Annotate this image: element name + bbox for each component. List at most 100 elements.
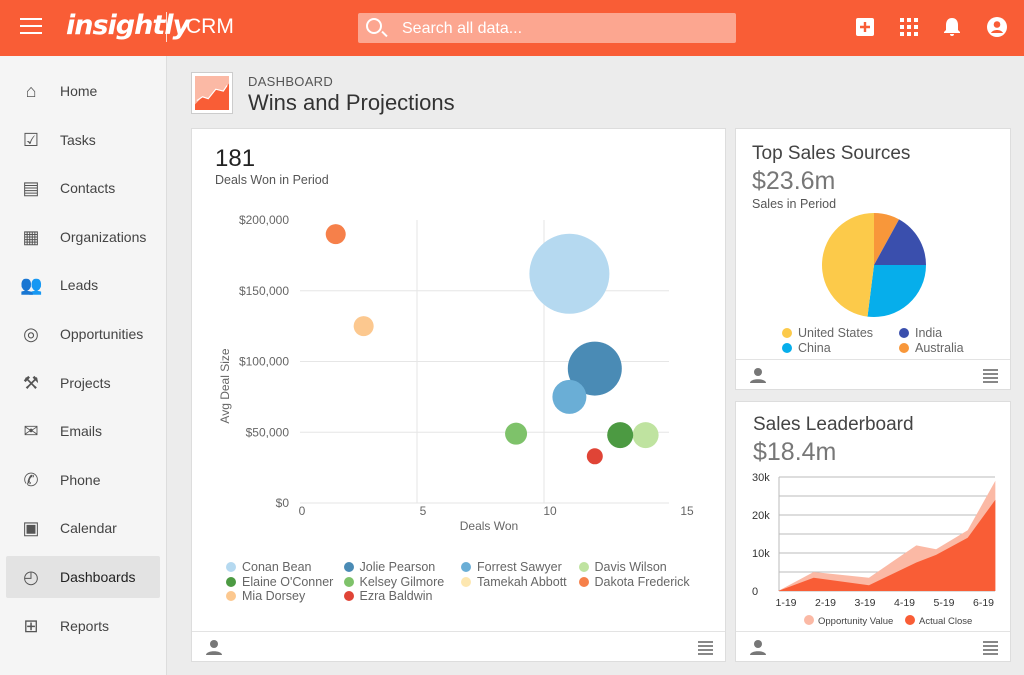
legend-item[interactable]: Kelsey Gilmore <box>343 575 444 589</box>
legend-swatch <box>343 562 354 572</box>
bubble-kelsey-gilmore <box>505 422 528 445</box>
add-icon[interactable] <box>855 17 875 37</box>
sidebar-item-calendar[interactable]: ▣ Calendar <box>6 507 160 549</box>
legend-label: Elaine O'Conner <box>242 574 334 589</box>
sidebar-item-dashboards[interactable]: ◴ Dashboards <box>6 556 160 598</box>
target-icon: ◎ <box>23 324 39 344</box>
search-input[interactable]: Search all data... <box>358 13 736 43</box>
legend-swatch <box>782 343 792 353</box>
list-icon[interactable] <box>983 641 998 657</box>
sidebar-item-label: Home <box>60 83 98 99</box>
user-icon[interactable] <box>750 367 766 383</box>
pie-slice-china <box>867 265 926 317</box>
breadcrumb[interactable]: DASHBOARD <box>248 74 334 89</box>
bubble-mia-dorsey <box>353 316 374 337</box>
x-tick-label: 0 <box>299 504 306 518</box>
legend-item[interactable]: Mia Dorsey <box>226 589 305 603</box>
user-icon[interactable] <box>750 639 766 655</box>
legend-item[interactable]: Conan Bean <box>226 560 312 574</box>
building-icon: ▦ <box>22 226 40 247</box>
legend-item[interactable]: Jolie Pearson <box>343 560 435 574</box>
list-icon[interactable] <box>983 369 998 385</box>
legend-swatch <box>804 615 814 625</box>
legend-label: Actual Close <box>919 616 972 627</box>
top-bar: insightly CRM Search all data... <box>0 0 1024 56</box>
legend-item[interactable]: China <box>782 341 831 355</box>
sales-value: $23.6m <box>752 167 836 195</box>
sidebar-item-opportunities[interactable]: ◎ Opportunities <box>6 313 160 355</box>
x-tick-label: 5-19 <box>933 597 954 609</box>
logo[interactable]: insightly <box>66 10 190 41</box>
deals-won-card: 181 Deals Won in Period $0 $50,000 $100,00… <box>191 128 726 662</box>
sidebar-item-label: Leads <box>60 277 99 294</box>
y-tick-label: $100,000 <box>239 355 289 369</box>
legend-swatch <box>226 562 236 572</box>
phone-icon: ✆ <box>23 469 39 490</box>
sidebar-item-label: Dashboards <box>60 569 136 585</box>
legend-label: Tamekah Abbott <box>477 574 567 589</box>
sidebar-item-label: Reports <box>60 617 110 634</box>
sidebar-item-leads[interactable]: 👥 Leads <box>6 264 160 306</box>
legend-item[interactable]: Ezra Baldwin <box>343 589 433 604</box>
legend-swatch <box>578 562 589 572</box>
bubble-dakota-frederick <box>325 224 346 245</box>
home-icon: ⌂ <box>25 81 37 101</box>
legend-item[interactable]: Tamekah Abbott <box>461 575 567 589</box>
sidebar-item-label: Tasks <box>60 131 96 148</box>
user-icon[interactable] <box>206 639 222 655</box>
x-tick-label: 1-19 <box>775 597 796 609</box>
legend-swatch <box>343 591 354 602</box>
sidebar-item-label: Opportunities <box>60 326 144 342</box>
legend-swatch <box>343 576 354 587</box>
contact-card-icon: ▤ <box>22 178 40 199</box>
list-icon[interactable] <box>698 641 713 657</box>
legend-swatch <box>226 591 236 602</box>
legend-item[interactable]: Australia <box>899 341 964 355</box>
sidebar-item-projects[interactable]: ⚒ Projects <box>6 362 160 404</box>
pie-slice-united-states <box>821 213 874 317</box>
legend-item[interactable]: Forrest Sawyer <box>461 560 562 574</box>
legend-label: Ezra Baldwin <box>359 589 433 604</box>
legend-swatch <box>782 328 792 338</box>
bubble-forrest-sawyer <box>552 379 587 414</box>
apps-grid-icon[interactable] <box>899 17 919 37</box>
legend-swatch <box>905 615 915 625</box>
x-tick-label: 2-19 <box>815 597 836 609</box>
sidebar-item-contacts[interactable]: ▤ Contacts <box>6 167 160 209</box>
sidebar-item-home[interactable]: ⌂ Home <box>6 70 160 112</box>
legend-item[interactable]: India <box>899 326 942 340</box>
search-placeholder: Search all data... <box>402 20 523 37</box>
sidebar-item-tasks[interactable]: ☑ Tasks <box>6 119 160 161</box>
legend-item[interactable]: Davis Wilson <box>578 560 667 574</box>
sidebar-item-label: Phone <box>60 471 101 488</box>
card-footer <box>736 631 1010 661</box>
area-actual-close <box>778 499 996 591</box>
sidebar-item-phone[interactable]: ✆ Phone <box>6 459 160 501</box>
y-tick-label: $150,000 <box>239 284 289 298</box>
x-tick-label: 10 <box>543 504 557 518</box>
sidebar-item-label: Calendar <box>60 520 117 537</box>
sidebar-item-emails[interactable]: ✉ Emails <box>6 410 160 452</box>
divider <box>166 12 167 42</box>
x-tick-label: 15 <box>680 504 694 518</box>
sidebar-item-organizations[interactable]: ▦ Organizations <box>6 216 160 258</box>
legend-item[interactable]: United States <box>782 326 873 340</box>
x-tick-label: 5 <box>420 504 427 518</box>
legend-swatch <box>578 576 589 587</box>
y-tick-label: $0 <box>276 496 290 510</box>
legend-item[interactable]: Dakota Frederick <box>578 575 690 589</box>
sidebar-item-reports[interactable]: ⊞ Reports <box>6 605 160 647</box>
bell-icon[interactable] <box>942 17 962 37</box>
envelope-icon: ✉ <box>23 421 39 442</box>
account-icon[interactable] <box>987 17 1007 37</box>
bubble-ezra-baldwin <box>586 448 603 465</box>
leaderboard-value: $18.4m <box>753 438 837 466</box>
legend-label: China <box>798 341 831 355</box>
people-icon: 👥 <box>20 275 43 296</box>
legend-swatch <box>461 562 471 572</box>
checkbox-icon: ☑ <box>22 129 40 150</box>
legend-item[interactable]: Elaine O'Conner <box>226 575 333 589</box>
pie-chart <box>821 213 926 317</box>
hamburger-menu-icon[interactable] <box>20 18 42 36</box>
sidebar-item-label: Emails <box>60 423 103 440</box>
